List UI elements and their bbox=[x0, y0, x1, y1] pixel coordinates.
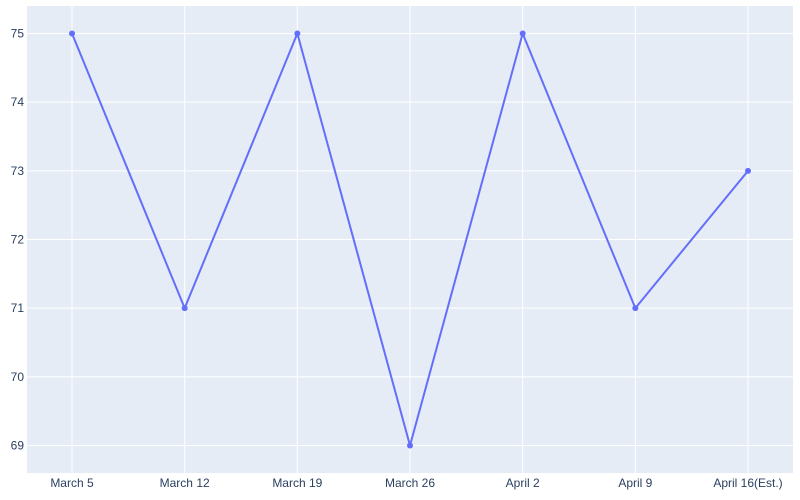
data-point bbox=[294, 30, 301, 37]
y-tick-label: 69 bbox=[11, 439, 25, 453]
data-point bbox=[519, 30, 526, 37]
x-tick-label: April 2 bbox=[506, 476, 540, 490]
x-tick-label: March 19 bbox=[272, 476, 322, 490]
y-tick-label: 73 bbox=[11, 164, 25, 178]
y-tick-label: 75 bbox=[11, 26, 25, 40]
y-tick-label: 70 bbox=[11, 370, 25, 384]
x-tick-label: April 16(Est.) bbox=[713, 476, 782, 490]
data-point bbox=[745, 167, 751, 174]
data-point bbox=[407, 442, 413, 449]
y-tick-label: 72 bbox=[11, 233, 25, 247]
x-tick-label: March 26 bbox=[385, 476, 435, 490]
y-tick-label: 74 bbox=[11, 95, 25, 109]
gridlines bbox=[27, 6, 793, 473]
x-tick-label: April 9 bbox=[618, 476, 652, 490]
y-tick-label: 71 bbox=[11, 301, 25, 315]
data-point bbox=[632, 305, 639, 312]
x-tick-label: March 12 bbox=[160, 476, 210, 490]
data-point bbox=[69, 30, 75, 37]
data-point bbox=[181, 305, 188, 312]
x-tick-label: March 5 bbox=[50, 476, 94, 490]
series-layer bbox=[69, 30, 751, 449]
axes: 69 70 71 72 73 74 75 March 5 March 12 March 19 Mar… bbox=[11, 26, 783, 490]
